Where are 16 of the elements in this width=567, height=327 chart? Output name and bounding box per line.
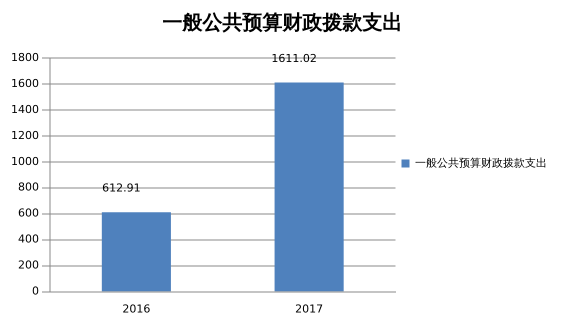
chart-title: 一般公共预算财政拨款支出 <box>162 10 402 34</box>
y-tick-label: 600 <box>18 206 39 220</box>
y-tick-label: 400 <box>18 232 39 246</box>
y-tick-label: 1200 <box>10 128 39 142</box>
y-tick-label: 0 <box>32 284 39 298</box>
y-tick-label: 800 <box>18 180 39 194</box>
y-tick-label: 1800 <box>10 50 39 64</box>
data-label: 1611.02 <box>271 52 317 65</box>
legend-label: 一般公共预算财政拨款支出 <box>415 156 547 170</box>
y-tick-label: 1600 <box>10 76 39 90</box>
y-tick-label: 1400 <box>10 102 39 116</box>
data-label: 612.91 <box>102 182 141 195</box>
x-tick-label: 2017 <box>295 302 324 316</box>
y-tick-label: 1000 <box>10 154 39 168</box>
x-tick-label: 2016 <box>122 302 150 316</box>
y-tick-label: 200 <box>18 258 39 272</box>
